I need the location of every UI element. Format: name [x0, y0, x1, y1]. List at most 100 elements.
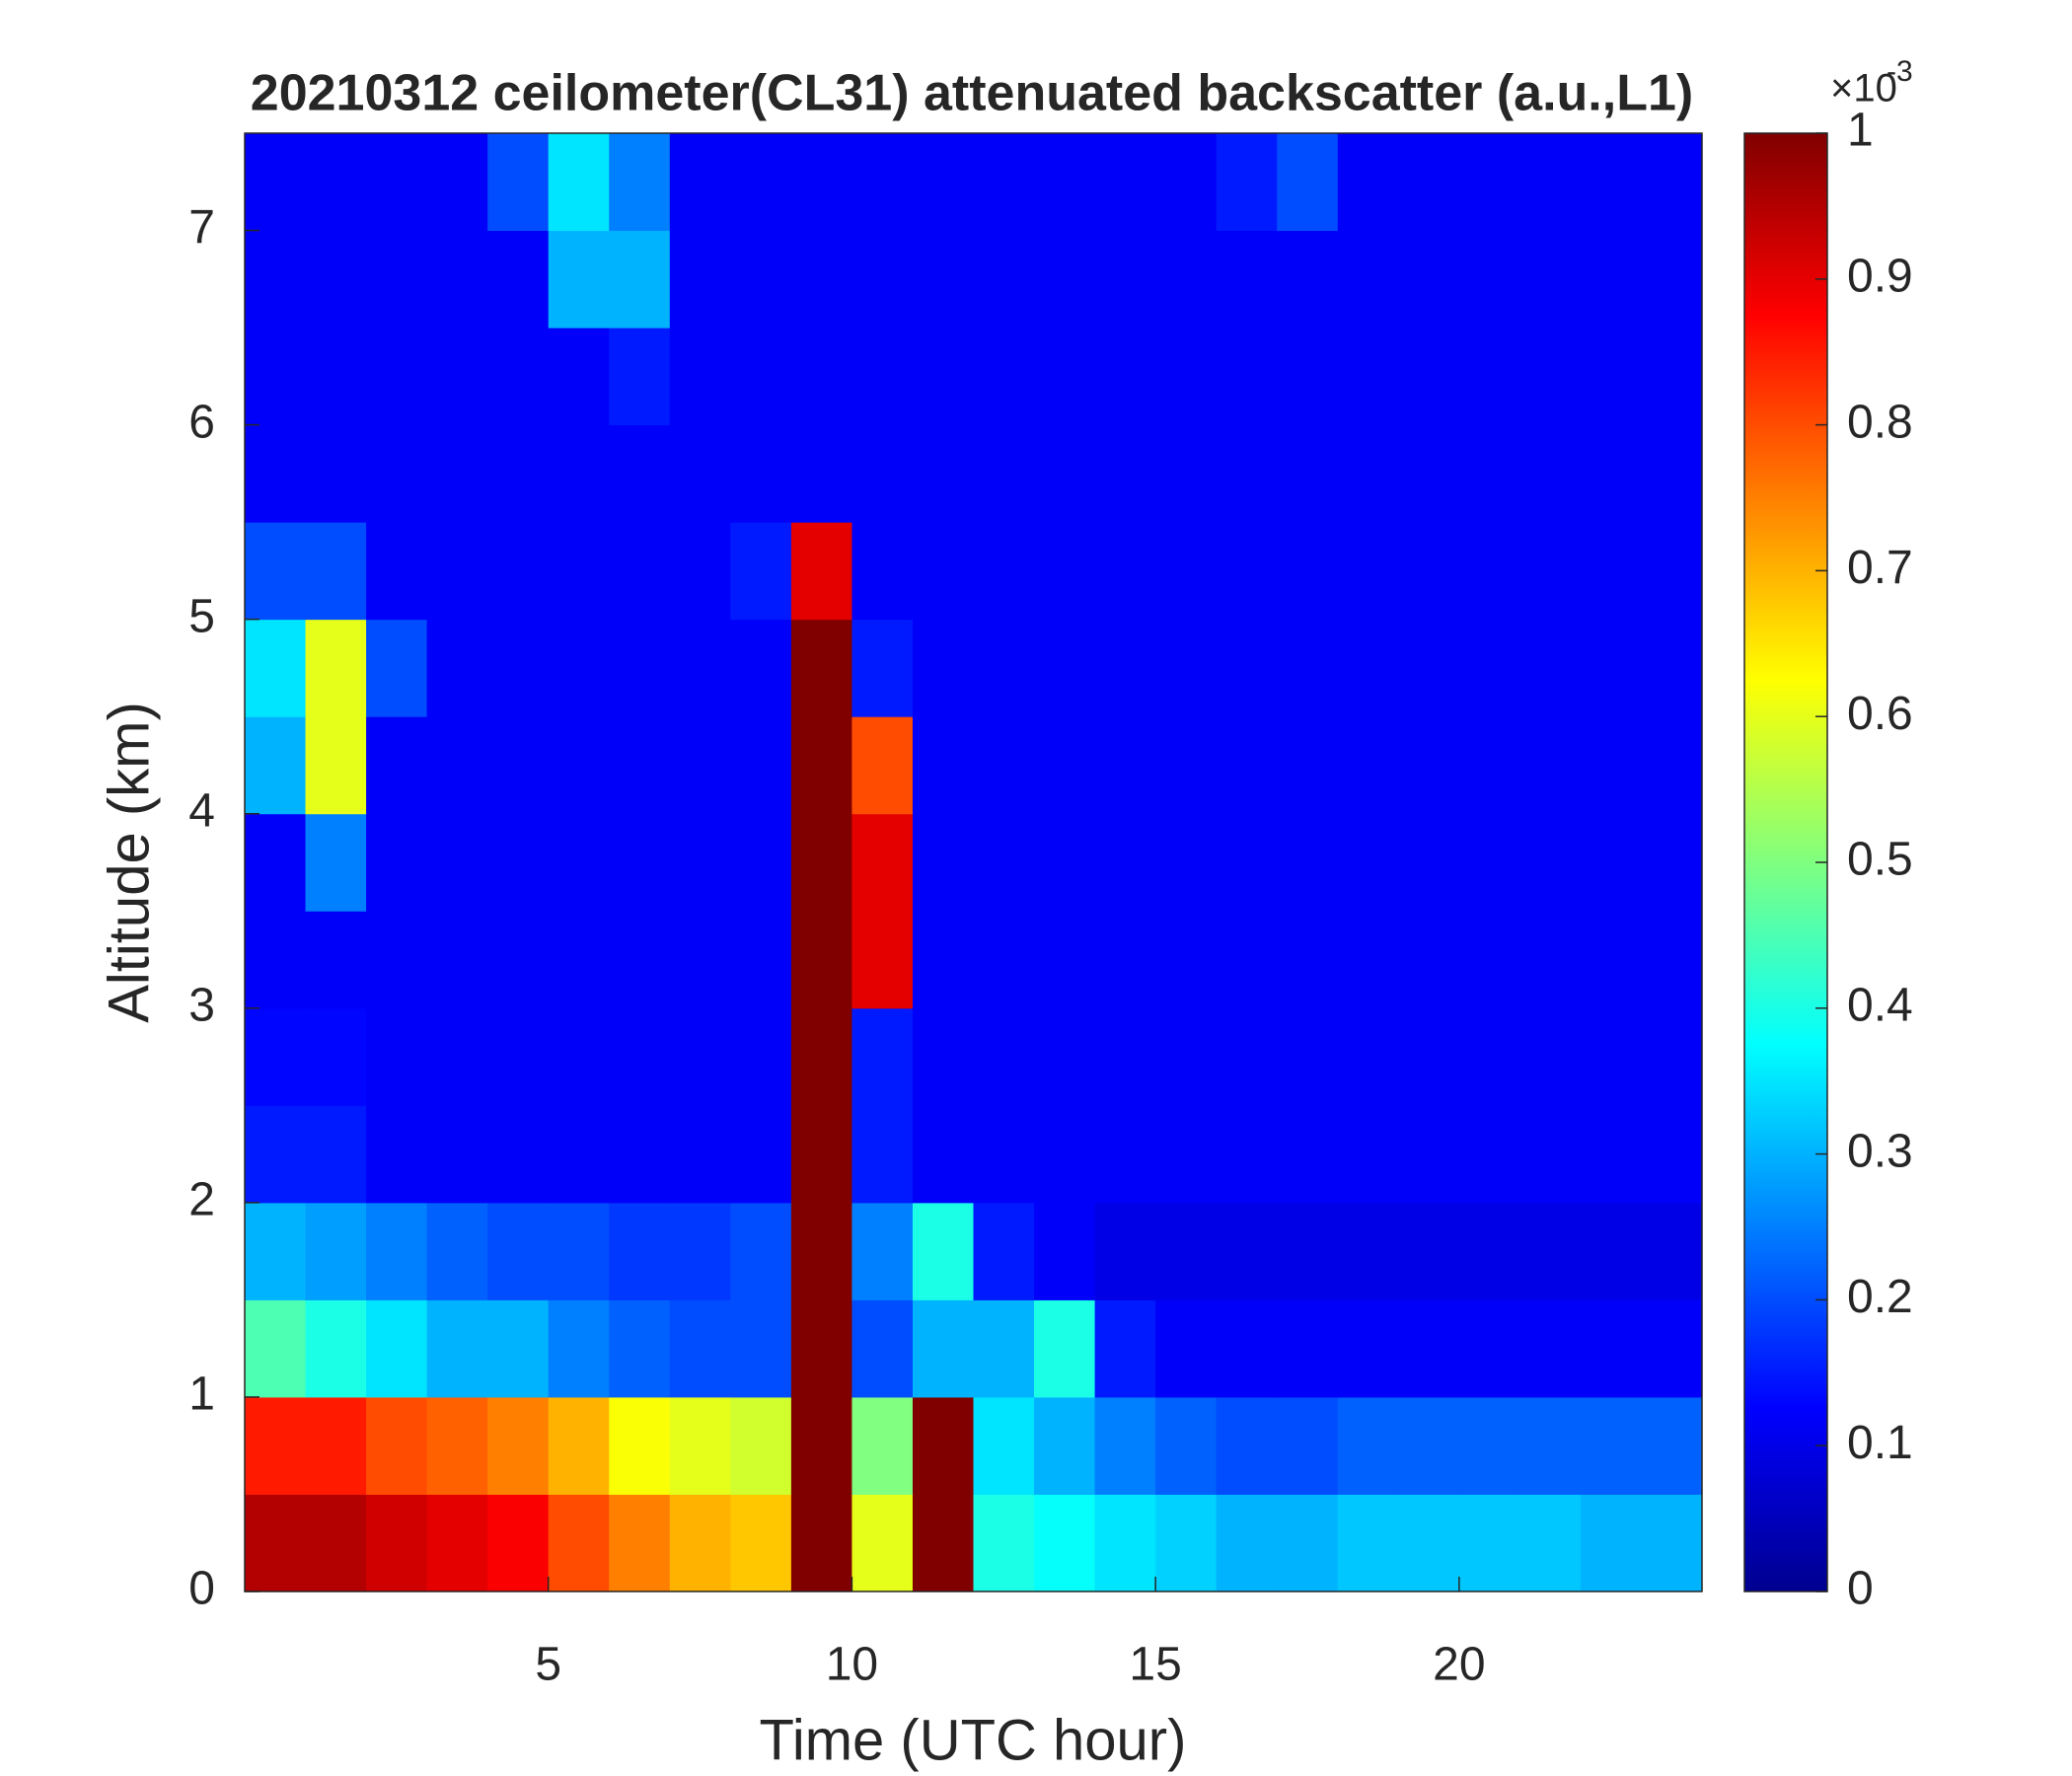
heatmap-cell [1155, 716, 1218, 815]
heatmap-cell [730, 619, 792, 717]
heatmap-cell [1458, 1299, 1520, 1398]
heatmap-cell [790, 716, 852, 815]
heatmap-cell [1580, 424, 1642, 523]
heatmap-cell [1094, 424, 1156, 523]
heatmap-cell [426, 1007, 488, 1106]
heatmap-cell [1458, 813, 1520, 912]
heatmap-cell [1458, 230, 1520, 329]
heatmap-cell [548, 1007, 610, 1106]
heatmap-cell [1641, 1202, 1703, 1300]
heatmap-cell [790, 1299, 852, 1398]
heatmap-cell [973, 522, 1035, 621]
y-tick-label: 6 [188, 396, 215, 448]
heatmap-cell [1277, 133, 1339, 232]
x-tick-label: 10 [826, 1639, 878, 1691]
heatmap-cell [1034, 1105, 1096, 1204]
heatmap-cell [1337, 911, 1399, 1009]
heatmap-cell [790, 619, 852, 717]
heatmap-cell [245, 1494, 307, 1592]
heatmap-cell [1277, 328, 1339, 426]
plot-frame [244, 132, 1703, 1592]
heatmap-cell [851, 1105, 914, 1204]
heatmap-cell [609, 1396, 671, 1495]
heatmap-cell [1337, 522, 1399, 621]
heatmap-cell [851, 522, 914, 621]
heatmap-cell [609, 133, 671, 232]
heatmap-cell [669, 1396, 731, 1495]
heatmap-cell [426, 1299, 488, 1398]
heatmap-cell [426, 619, 488, 717]
heatmap-cell [1337, 619, 1399, 717]
heatmap-cell [1398, 1202, 1460, 1300]
heatmap-cell [1519, 230, 1582, 329]
heatmap-cell [1155, 230, 1218, 329]
colorbar-tick-label: 0.9 [1847, 250, 1913, 302]
heatmap-cell [973, 716, 1035, 815]
x-axis-label: Time (UTC hour) [760, 1708, 1187, 1772]
heatmap-cell [1580, 619, 1642, 717]
heatmap-cell [1458, 1007, 1520, 1106]
heatmap-cell [426, 716, 488, 815]
heatmap-cell [1034, 522, 1096, 621]
heatmap-cell [1398, 424, 1460, 523]
heatmap-cell [730, 911, 792, 1009]
heatmap-cell [790, 1007, 852, 1106]
heatmap-cell [1216, 1105, 1278, 1204]
heatmap-cell [669, 1202, 731, 1300]
heatmap-cell [973, 424, 1035, 523]
heatmap-cell [609, 1494, 671, 1592]
heatmap-cell [366, 133, 428, 232]
heatmap-cell [1398, 1105, 1460, 1204]
heatmap-cell [609, 230, 671, 329]
heatmap-cell [1458, 1396, 1520, 1495]
heatmap-cell [1641, 1494, 1703, 1592]
heatmap-cell [912, 133, 974, 232]
heatmap-cell [1398, 133, 1460, 232]
heatmap-cell [973, 1299, 1035, 1398]
heatmap-cell [1216, 911, 1278, 1009]
heatmap-cell [851, 1494, 914, 1592]
heatmap-cell [1155, 522, 1218, 621]
heatmap-cell [609, 522, 671, 621]
heatmap-cell [912, 1396, 974, 1495]
heatmap-cell [1034, 424, 1096, 523]
heatmap-cell [1398, 716, 1460, 815]
heatmap-cell [730, 328, 792, 426]
heatmap-cell [1034, 1396, 1096, 1495]
heatmap-cell [1034, 813, 1096, 912]
heatmap-cell [487, 230, 550, 329]
heatmap-cell [1216, 424, 1278, 523]
heatmap-cell [912, 1007, 974, 1106]
heatmap-cell [1398, 1494, 1460, 1592]
heatmap-cell [1216, 522, 1278, 621]
heatmap-cell [1458, 1202, 1520, 1300]
heatmap-cell [548, 328, 610, 426]
heatmap-cell [912, 813, 974, 912]
heatmap-cell [1337, 1007, 1399, 1106]
heatmap-cell [851, 230, 914, 329]
colorbar [1743, 132, 1828, 1592]
heatmap-cell [245, 813, 307, 912]
heatmap-cell [1519, 133, 1582, 232]
heatmap-cell [1277, 424, 1339, 523]
heatmap-cell [366, 230, 428, 329]
heatmap-cell [1094, 1007, 1156, 1106]
heatmap-cell [1094, 1105, 1156, 1204]
heatmap-cell [1337, 424, 1399, 523]
heatmap-cell [548, 1396, 610, 1495]
heatmap-cell [1580, 133, 1642, 232]
heatmap-cell [1519, 1494, 1582, 1592]
heatmap-cell [1519, 911, 1582, 1009]
heatmap-cell [487, 522, 550, 621]
heatmap-cell [1216, 1494, 1278, 1592]
heatmap-cell [305, 813, 367, 912]
heatmap-cell [426, 813, 488, 912]
heatmap-cell [487, 716, 550, 815]
heatmap-cell [973, 1007, 1035, 1106]
heatmap-cell [305, 522, 367, 621]
heatmap-cell [487, 813, 550, 912]
heatmap-cell [366, 911, 428, 1009]
heatmap-cell [1094, 133, 1156, 232]
heatmap-cell [973, 230, 1035, 329]
